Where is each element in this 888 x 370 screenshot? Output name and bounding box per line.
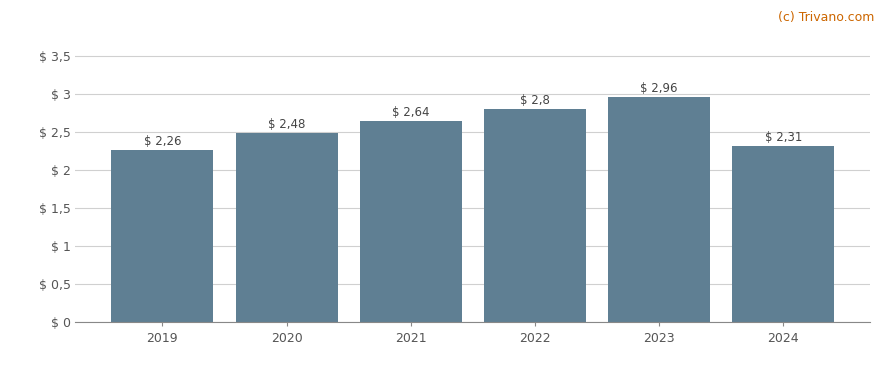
Text: $ 2,31: $ 2,31 — [765, 131, 802, 144]
Text: (c) Trivano.com: (c) Trivano.com — [778, 11, 875, 24]
Bar — [112, 150, 213, 322]
Bar — [235, 133, 337, 322]
Bar — [608, 97, 710, 322]
Text: $ 2,48: $ 2,48 — [268, 118, 305, 131]
Bar — [484, 109, 586, 322]
Text: $ 2,96: $ 2,96 — [640, 81, 678, 95]
Text: $ 2,8: $ 2,8 — [520, 94, 550, 107]
Bar — [360, 121, 462, 322]
Bar — [733, 146, 834, 322]
Text: $ 2,64: $ 2,64 — [392, 106, 430, 119]
Text: $ 2,26: $ 2,26 — [144, 135, 181, 148]
